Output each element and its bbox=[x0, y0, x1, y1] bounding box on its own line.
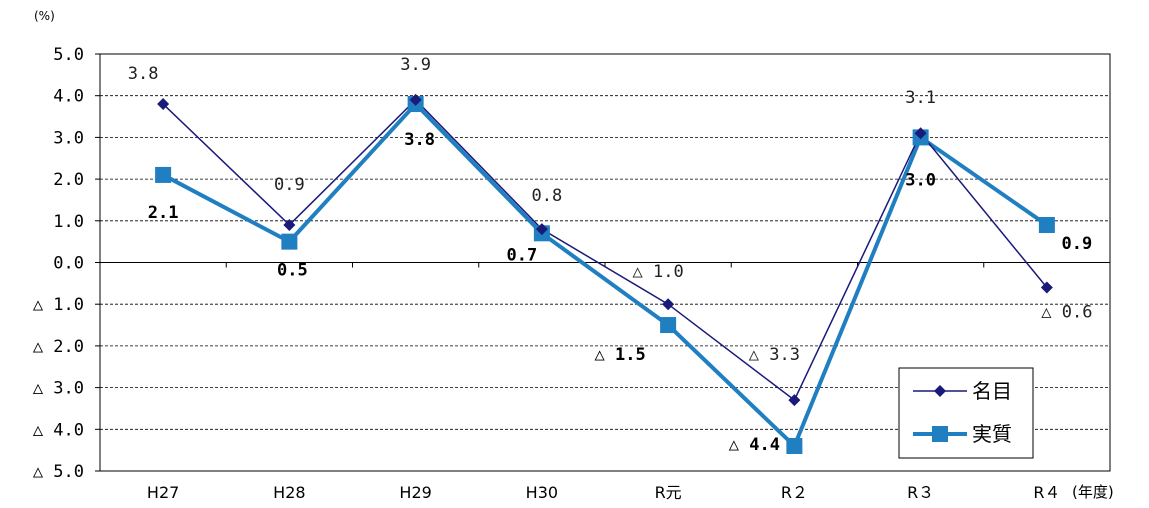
legend-marker-nominal bbox=[934, 385, 946, 397]
data-label-nominal: △ 3.3 bbox=[749, 345, 800, 365]
x-tick-label: R４ bbox=[1033, 483, 1060, 502]
data-label-real: 3.0 bbox=[905, 170, 936, 190]
marker-nominal bbox=[535, 223, 548, 236]
x-tick-labels: H27 H28 H29 H30 R元 R２ R３ R４ bbox=[147, 483, 1061, 502]
data-label-nominal: 3.1 bbox=[905, 88, 936, 108]
x-tick-label: H30 bbox=[526, 483, 558, 502]
y-tick-label: 3.0 bbox=[53, 128, 84, 148]
y-tick-label: △ 2.0 bbox=[33, 337, 84, 357]
legend-marker-real bbox=[932, 426, 948, 442]
data-labels: 3.8 0.9 3.9 0.8 △ 1.0 △ 3.3 3.1 △ 0.6 2.1 0.5 3.8 0… bbox=[128, 55, 1093, 455]
y-tick-label: △ 1.0 bbox=[33, 295, 84, 315]
data-label-real: △ 4.4 bbox=[729, 435, 780, 455]
series-line-real bbox=[162, 102, 1049, 448]
data-label-real: 0.7 bbox=[507, 245, 538, 265]
y-tick-label: 0.0 bbox=[53, 254, 84, 274]
marker-nominal bbox=[914, 127, 927, 140]
y-tick-label: △ 5.0 bbox=[33, 462, 84, 482]
marker-nominal bbox=[1040, 281, 1053, 294]
marker-real bbox=[1038, 216, 1055, 233]
data-label-real: 0.9 bbox=[1062, 234, 1093, 254]
x-tick-label: R３ bbox=[907, 483, 934, 502]
legend-label-real: 実質 bbox=[972, 422, 1012, 446]
y-tick-labels: 5.0 4.0 3.0 2.0 1.0 0.0 △ 1.0 △ 2.0 △ 3.0 △ 4.0 △ … bbox=[33, 45, 84, 482]
x-tick-label: R元 bbox=[655, 483, 682, 502]
marker-real bbox=[281, 233, 298, 250]
marker-nominal bbox=[662, 298, 675, 311]
data-label-nominal: 3.8 bbox=[128, 64, 159, 84]
data-label-real: 2.1 bbox=[148, 203, 179, 223]
y-tick-label: 1.0 bbox=[53, 212, 84, 232]
marker-nominal bbox=[788, 394, 801, 407]
y-tick-label: 5.0 bbox=[53, 45, 84, 65]
data-label-nominal: 0.8 bbox=[532, 186, 563, 206]
marker-nominal bbox=[283, 218, 296, 231]
legend-box bbox=[898, 367, 1034, 459]
data-label-real: 3.8 bbox=[404, 130, 435, 150]
x-tick-label: H28 bbox=[273, 483, 305, 502]
data-label-real: 0.5 bbox=[277, 261, 308, 281]
y-tick-label: 4.0 bbox=[53, 87, 84, 107]
y-unit-label: (%) bbox=[34, 9, 55, 23]
marker-real bbox=[155, 166, 172, 183]
data-label-real: △ 1.5 bbox=[595, 345, 646, 365]
data-label-nominal: 3.9 bbox=[400, 55, 431, 75]
x-tick-label: H27 bbox=[147, 483, 179, 502]
series-lines bbox=[155, 93, 1055, 454]
data-label-nominal: △ 1.0 bbox=[633, 262, 684, 282]
marker-nominal bbox=[409, 93, 422, 106]
y-tick-label: △ 3.0 bbox=[33, 379, 84, 399]
data-label-nominal: △ 0.6 bbox=[1041, 303, 1092, 323]
x-tick-label: R２ bbox=[781, 483, 808, 502]
legend-label-nominal: 名目 bbox=[972, 379, 1012, 403]
x-tick-label: H29 bbox=[399, 483, 431, 502]
marker-real bbox=[660, 317, 677, 334]
axes bbox=[95, 53, 1111, 472]
marker-real bbox=[786, 437, 803, 454]
marker-nominal bbox=[157, 98, 170, 111]
y-tick-label: 2.0 bbox=[53, 170, 84, 190]
y-tick-label: △ 4.0 bbox=[33, 420, 84, 440]
series-line-nominal bbox=[162, 98, 1048, 402]
x-axis-unit-label: (年度) bbox=[1072, 483, 1114, 501]
data-label-nominal: 0.9 bbox=[274, 175, 305, 195]
